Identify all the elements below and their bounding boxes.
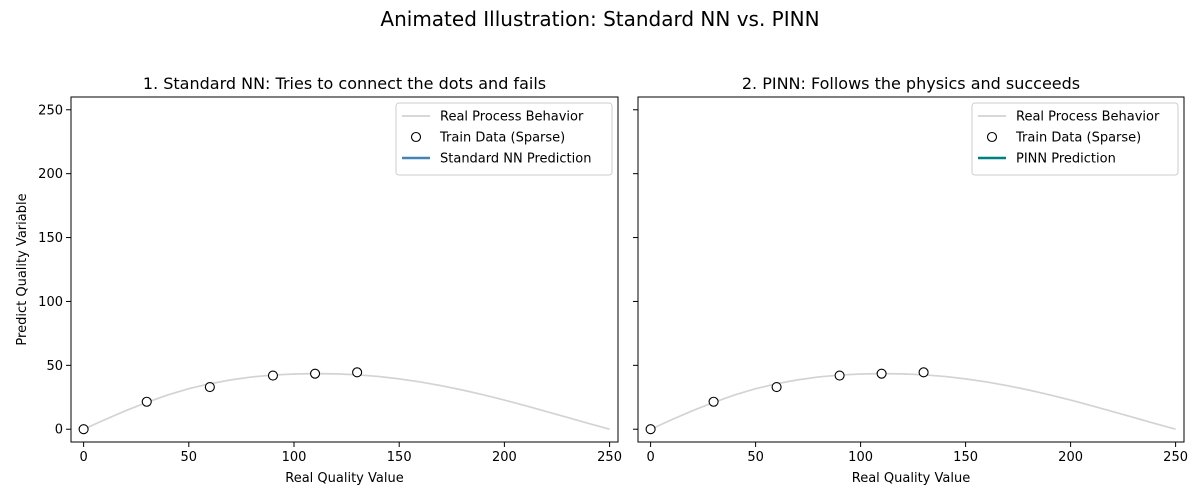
chart-1-x-tick-label: 50 — [181, 450, 198, 465]
chart-1-x-tick-label: 150 — [387, 450, 412, 465]
chart-1-legend-item-3-label: Standard NN Prediction — [440, 152, 591, 167]
chart-2-x-axis-label: Real Quality Value — [852, 471, 970, 486]
chart-1-legend-item-2-marker — [410, 131, 422, 143]
chart-1-y-tick-label: 150 — [38, 231, 63, 246]
chart-2-legend-item-3-label: PINN Prediction — [1016, 152, 1116, 167]
chart-2-legend-box — [971, 102, 1179, 176]
chart-1-series-1-line — [83, 372, 610, 431]
chart-2-series-2-point — [645, 424, 656, 435]
chart-1-x-tick-label: 200 — [492, 450, 517, 465]
chart-1-y-axis-label: Predict Quality Variable — [15, 193, 30, 345]
chart-2-legend-item-2-label: Train Data (Sparse) — [1015, 131, 1141, 146]
chart-1-y-tick-label: 250 — [38, 103, 63, 118]
chart-2-legend-item-1-label: Real Process Behavior — [1016, 110, 1160, 125]
chart-2-x-tick-label: 50 — [747, 450, 764, 465]
chart-1-x-tick-label: 250 — [597, 450, 622, 465]
chart-1-panel: 1. Standard NN: Tries to connect the dot… — [15, 74, 622, 486]
figure-title: Animated Illustration: Standard NN vs. P… — [380, 7, 819, 31]
chart-1-y-tick-label: 0 — [55, 423, 63, 438]
chart-1-legend-box — [395, 102, 613, 176]
chart-1-title: 1. Standard NN: Tries to connect the dot… — [143, 74, 546, 93]
chart-1-legend-item-1-label: Real Process Behavior — [440, 110, 584, 125]
chart-2-x-tick-label: 0 — [646, 450, 654, 465]
chart-1-x-tick-label: 100 — [282, 450, 307, 465]
chart-2-series-1-line — [650, 372, 1176, 431]
chart-1-x-tick-label: 0 — [79, 450, 87, 465]
chart-2-x-tick-label: 200 — [1058, 450, 1083, 465]
chart-2-series-2-point — [918, 367, 929, 378]
chart-2-x-tick-label: 150 — [953, 450, 978, 465]
chart-1-y-tick-label: 100 — [38, 295, 63, 310]
chart-2-series-2-point — [771, 382, 782, 393]
chart-2-x-tick-label: 100 — [848, 450, 873, 465]
chart-2-series-2-point — [876, 368, 887, 379]
chart-2-panel: 2. PINN: Follows the physics and succeed… — [633, 74, 1188, 486]
chart-2-series-2-point — [834, 370, 845, 381]
chart-1-series-2-point — [352, 367, 363, 378]
chart-1-series-2-point — [204, 382, 215, 393]
chart-1-x-axis-label: Real Quality Value — [285, 471, 403, 486]
chart-1-series-2-point — [267, 370, 279, 381]
chart-1-legend: Real Process Behavior Train Data (Sparse)… — [395, 102, 613, 176]
chart-1-legend-item-2-label: Train Data (Sparse) — [439, 131, 565, 146]
chart-2-series-2-point — [708, 396, 719, 407]
chart-1-series-2-point — [309, 368, 321, 379]
chart-2-x-tick-label: 250 — [1163, 450, 1188, 465]
chart-1-y-tick-label: 200 — [38, 167, 63, 182]
chart-2-legend-item-2-marker — [986, 131, 998, 143]
chart-1-y-tick-label: 50 — [46, 359, 63, 374]
chart-2-title: 2. PINN: Follows the physics and succeed… — [742, 74, 1080, 93]
chart-1-series-2-point — [78, 424, 89, 435]
chart-1-series-2-point — [141, 396, 152, 407]
chart-2-legend: Real Process Behavior Train Data (Sparse)… — [971, 102, 1179, 176]
